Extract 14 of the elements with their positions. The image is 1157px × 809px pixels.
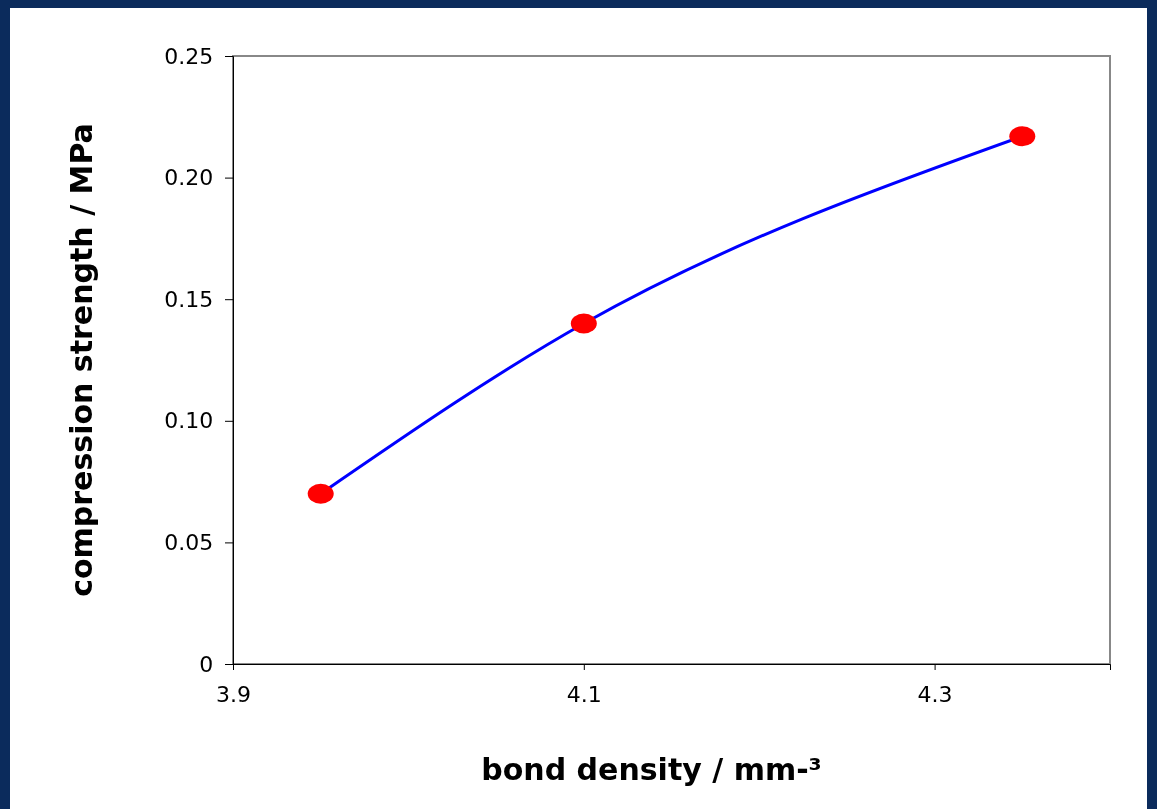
y-tick-label: 0.25 xyxy=(164,43,214,69)
point xyxy=(1009,126,1036,147)
y-axis-title: compression strength / MPa xyxy=(64,123,99,597)
y-tick-label: 0.10 xyxy=(164,408,214,434)
point xyxy=(570,313,597,334)
x-tick-label: 4.1 xyxy=(566,681,602,707)
x-axis-title: bond density / mm-³ xyxy=(481,752,822,787)
x-tick-label: 4.3 xyxy=(917,681,953,707)
x-tick-label: 3.9 xyxy=(216,681,251,707)
y-tick-label: 0.15 xyxy=(164,286,214,312)
y-tick-label: 0 xyxy=(199,651,214,677)
y-tick-label: 0.20 xyxy=(164,165,214,191)
y-tick-label: 0.05 xyxy=(164,529,214,555)
point xyxy=(307,483,334,504)
